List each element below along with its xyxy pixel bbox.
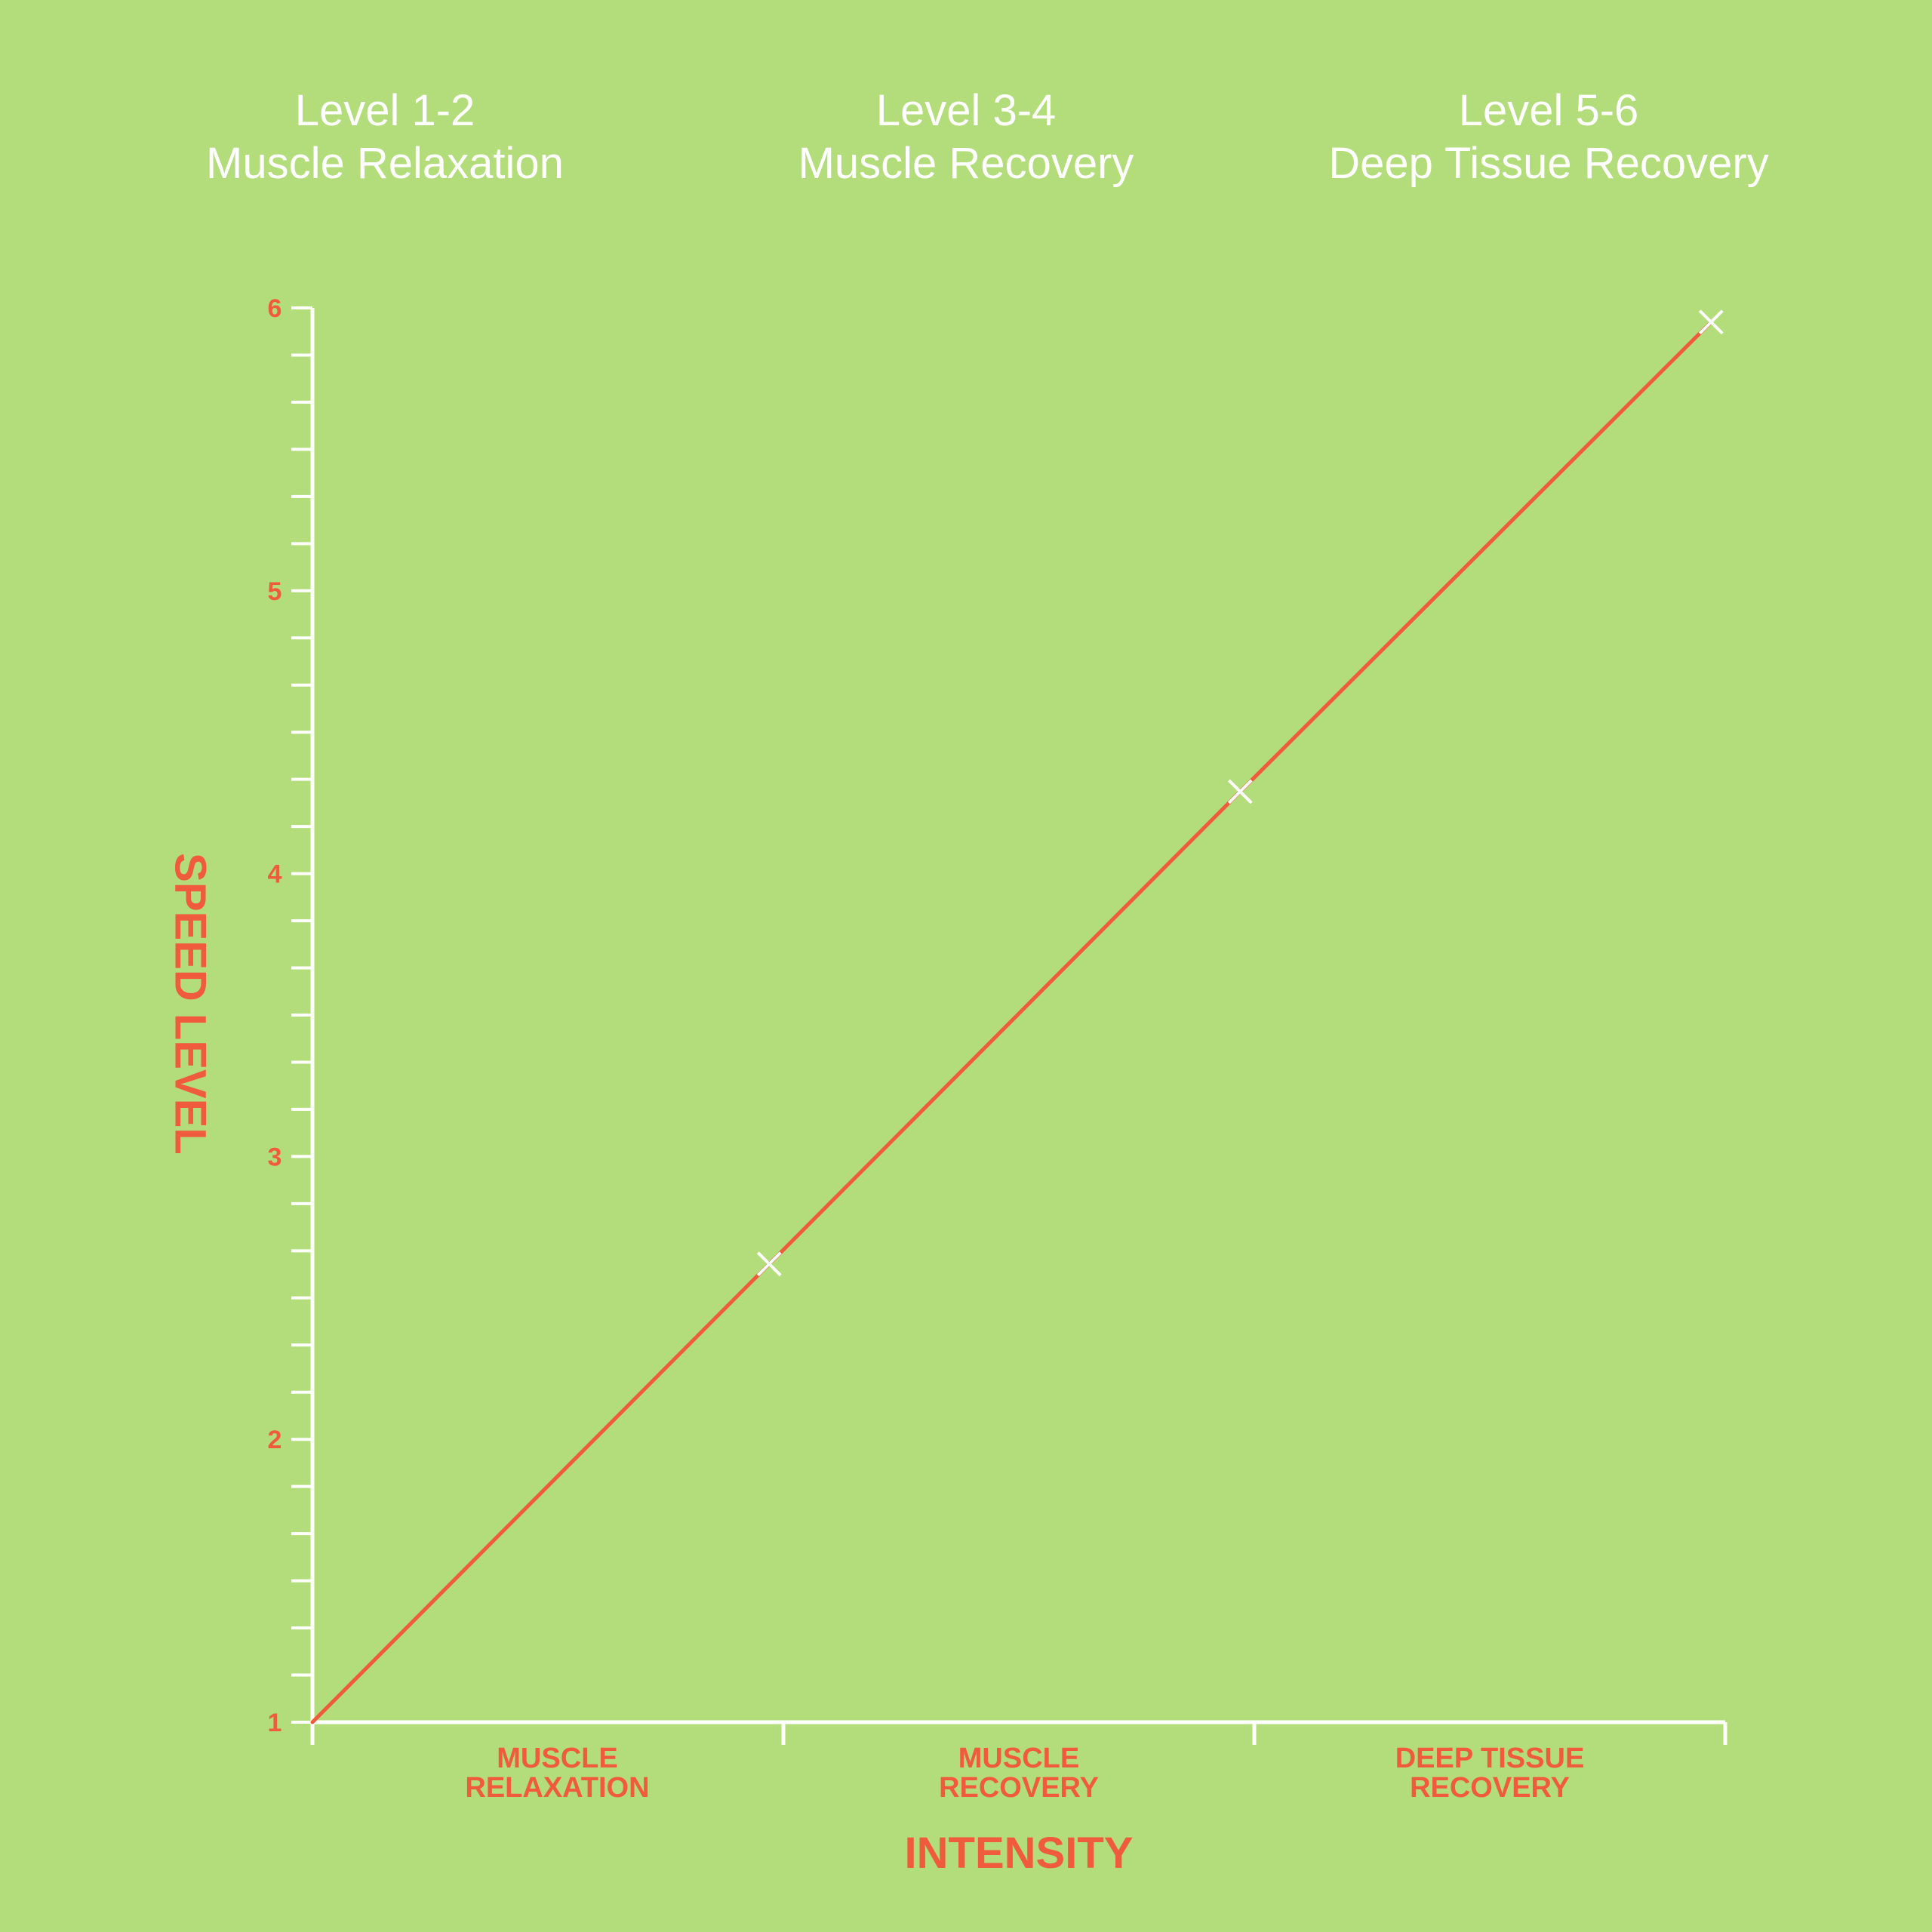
header-level-name: Deep Tissue Recovery bbox=[1328, 139, 1769, 188]
x-category-label: RECOVERY bbox=[939, 1772, 1099, 1804]
y-tick-label: 6 bbox=[268, 294, 282, 323]
tick-labels: 123456MUSCLERELAXATIONMUSCLERECOVERYDEEP… bbox=[268, 294, 1585, 1804]
header-level-name: Muscle Recovery bbox=[798, 139, 1134, 188]
header-level-label: Level 3-4 bbox=[875, 86, 1057, 135]
header-level-3-4: Level 3-4 Muscle Recovery bbox=[664, 85, 1268, 190]
x-axis-title: INTENSITY bbox=[905, 1829, 1134, 1878]
header-level-5-6: Level 5-6 Deep Tissue Recovery bbox=[1247, 85, 1850, 190]
x-category-label: RELAXATION bbox=[465, 1772, 649, 1804]
y-axis-title: SPEED LEVEL bbox=[166, 853, 215, 1155]
marker-stroke bbox=[756, 1251, 782, 1277]
x-category-label: DEEP TISSUE bbox=[1395, 1743, 1585, 1774]
header-level-label: Level 5-6 bbox=[1458, 86, 1639, 135]
y-tick-label: 1 bbox=[268, 1709, 282, 1737]
axis-ticks bbox=[291, 306, 1727, 1745]
data-point-marker bbox=[1227, 779, 1253, 804]
y-tick-label: 3 bbox=[268, 1143, 282, 1171]
x-category-label: MUSCLE bbox=[958, 1743, 1079, 1774]
series bbox=[310, 309, 1724, 1724]
header-level-label: Level 1-2 bbox=[294, 86, 475, 135]
axes bbox=[310, 308, 1725, 1724]
data-point-marker bbox=[1698, 309, 1724, 335]
y-tick-label: 4 bbox=[268, 860, 282, 889]
series-line bbox=[310, 320, 1713, 1724]
marker-stroke bbox=[1698, 309, 1724, 335]
marker-stroke bbox=[1227, 779, 1253, 804]
y-tick-label: 2 bbox=[268, 1426, 282, 1454]
header-level-1-2: Level 1-2 Muscle Relaxation bbox=[83, 85, 687, 190]
header-level-name: Muscle Relaxation bbox=[206, 139, 564, 188]
x-category-label: MUSCLE bbox=[497, 1743, 617, 1774]
data-point-marker bbox=[756, 1251, 782, 1277]
x-category-label: RECOVERY bbox=[1410, 1772, 1570, 1804]
y-tick-label: 5 bbox=[268, 577, 282, 606]
